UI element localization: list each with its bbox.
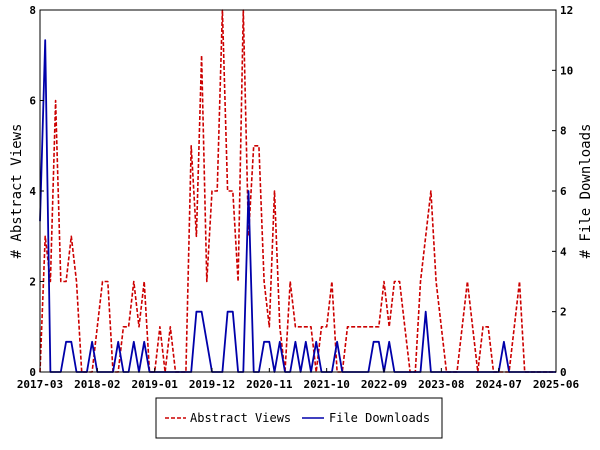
series-line-abstract-views bbox=[39, 9, 556, 373]
x-tick-label: 2023-08 bbox=[418, 378, 464, 391]
legend-label-abstract-views: Abstract Views bbox=[190, 411, 291, 425]
x-tick-label: 2020-11 bbox=[246, 378, 293, 391]
y-left-tick-label: 6 bbox=[29, 95, 36, 108]
y-right-tick-label: 0 bbox=[560, 366, 567, 379]
legend-box bbox=[155, 397, 443, 439]
y-left-tick-label: 2 bbox=[29, 276, 36, 289]
x-tick-label: 2024-07 bbox=[475, 378, 521, 391]
y-right-tick-label: 10 bbox=[560, 64, 573, 77]
y-left-tick-label: 0 bbox=[29, 366, 36, 379]
x-tick-label: 2019-01 bbox=[131, 378, 178, 391]
x-tick-label: 2017-03 bbox=[17, 378, 63, 391]
x-tick-label: 2021-10 bbox=[303, 378, 349, 391]
y-right-tick-label: 8 bbox=[560, 125, 567, 138]
y-right-tick-label: 4 bbox=[560, 245, 567, 258]
ticks-layer: 0 2 4 6 8 0 2 4 6 8 10 12 2017-03 2018-02 2019-01 2019-… bbox=[17, 4, 580, 391]
y-right-tick-label: 6 bbox=[560, 185, 567, 198]
x-tick-label: 2018-02 bbox=[74, 378, 120, 391]
x-tick-label: 2025-06 bbox=[533, 378, 580, 391]
y-axis-left-label: # Abstract Views bbox=[9, 124, 25, 259]
y-axis-right-label: # File Downloads bbox=[578, 124, 594, 259]
legend: Abstract Views File Downloads bbox=[155, 397, 443, 439]
legend-label-file-downloads: File Downloads bbox=[329, 411, 430, 425]
y-left-tick-label: 8 bbox=[29, 4, 36, 17]
y-right-tick-label: 12 bbox=[560, 4, 573, 17]
y-right-tick-label: 2 bbox=[560, 306, 567, 319]
x-tick-label: 2019-12 bbox=[189, 378, 235, 391]
x-tick-label: 2022-09 bbox=[361, 378, 407, 391]
y-left-tick-label: 4 bbox=[29, 185, 36, 198]
